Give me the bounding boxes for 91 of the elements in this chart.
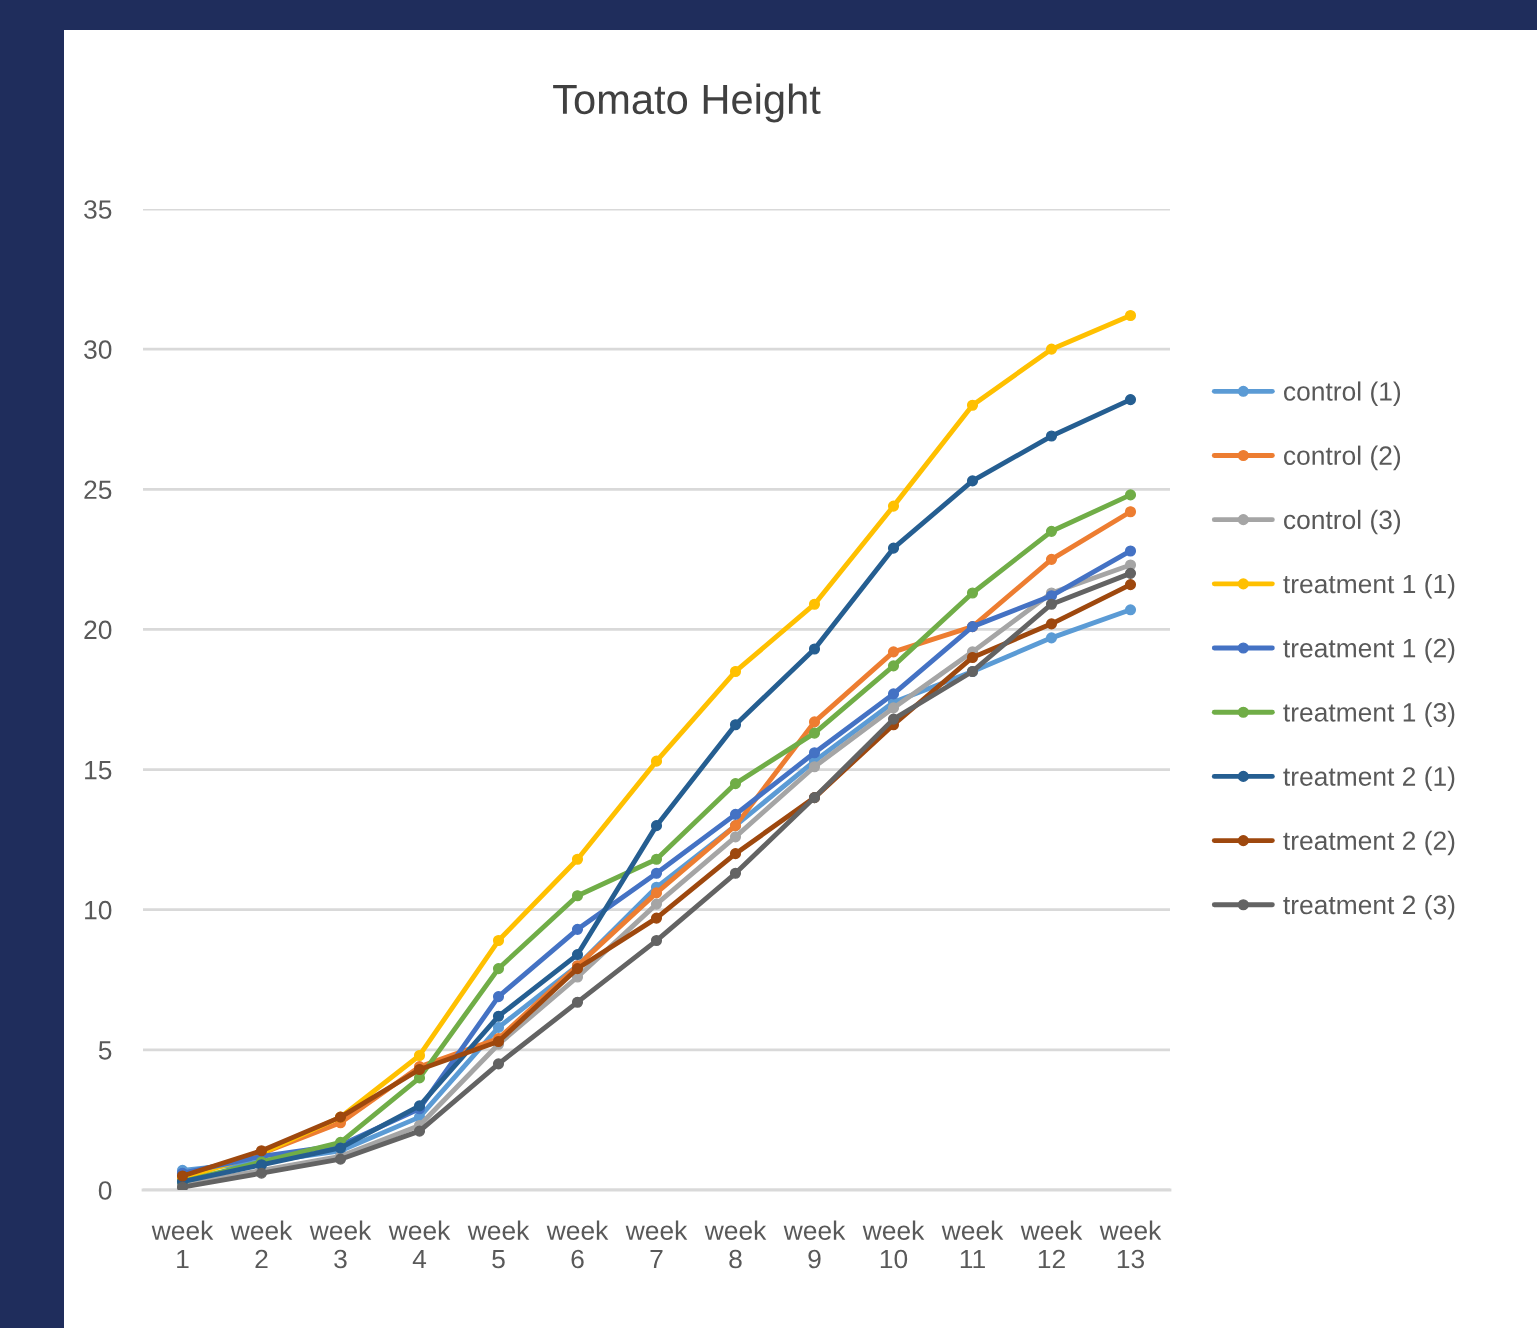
point <box>571 853 584 865</box>
point <box>1045 553 1058 565</box>
point <box>887 646 900 658</box>
x-tick-label: week 3 <box>309 1220 372 1269</box>
point <box>492 991 505 1003</box>
x-tick-label: week 1 <box>151 1220 214 1269</box>
point <box>808 727 821 739</box>
point <box>571 890 584 902</box>
point <box>729 719 742 731</box>
y-tick-label: 30 <box>84 340 112 359</box>
point <box>729 665 742 678</box>
point <box>808 761 821 773</box>
x-tick-label: week 10 <box>862 1220 925 1269</box>
point <box>650 887 663 899</box>
point <box>808 747 821 759</box>
legend-label: control (2) <box>1284 445 1401 471</box>
y-tick-label: 5 <box>98 1041 112 1060</box>
point <box>887 542 900 554</box>
point <box>966 651 979 664</box>
point <box>966 587 979 599</box>
point <box>492 963 505 975</box>
x-tick-label: week 6 <box>546 1220 609 1269</box>
point <box>1124 309 1137 322</box>
point <box>1124 567 1137 579</box>
point <box>729 778 742 790</box>
chart-title: Tomato Height <box>553 83 821 123</box>
point <box>1045 525 1058 537</box>
point <box>1124 604 1137 616</box>
y-tick-label: 35 <box>84 200 112 219</box>
x-tick-label: week 8 <box>704 1220 767 1269</box>
point <box>413 1125 426 1137</box>
point <box>729 848 742 860</box>
x-tick-label: week 11 <box>941 1220 1004 1269</box>
x-tick-label: week 4 <box>388 1220 451 1269</box>
x-tick-label: week 12 <box>1020 1220 1083 1269</box>
point <box>492 1010 505 1022</box>
legend-label: treatment 2 (1) <box>1283 766 1455 792</box>
x-tick-label: week 2 <box>230 1220 293 1269</box>
point <box>729 808 742 820</box>
point <box>413 1049 426 1062</box>
point <box>808 598 821 610</box>
legend-label: control (1) <box>1284 381 1401 407</box>
point <box>571 923 584 935</box>
y-tick-label: 15 <box>85 760 112 780</box>
point <box>1045 430 1058 442</box>
point <box>650 755 663 767</box>
point <box>887 702 900 714</box>
point <box>1124 506 1137 518</box>
point <box>887 500 900 512</box>
y-tick-label: 0 <box>98 1181 112 1200</box>
x-tick-label: week 9 <box>783 1220 846 1269</box>
point <box>650 934 663 947</box>
point <box>808 643 821 655</box>
point <box>966 399 979 411</box>
point <box>492 1021 505 1033</box>
point <box>650 867 663 879</box>
legend-label: treatment 1 (2) <box>1283 638 1455 663</box>
legend-label: treatment 2 (2) <box>1283 830 1455 856</box>
point <box>887 713 900 725</box>
point <box>1124 579 1137 591</box>
point <box>571 996 584 1008</box>
legend-label: treatment 2 (3) <box>1283 894 1455 920</box>
point <box>1045 618 1058 630</box>
point <box>729 867 742 879</box>
point <box>1124 394 1137 406</box>
point <box>887 688 900 700</box>
point <box>1045 632 1058 644</box>
legend-label: treatment 1 (1) <box>1283 573 1455 599</box>
legend-label: control (3) <box>1284 509 1401 535</box>
point <box>1045 598 1058 610</box>
point <box>492 934 505 947</box>
point <box>729 831 742 843</box>
y-tick-label: 20 <box>84 620 112 640</box>
point <box>650 898 663 910</box>
point <box>492 1058 505 1070</box>
point <box>1124 489 1137 501</box>
x-tick-label: week 13 <box>1099 1220 1162 1269</box>
point <box>887 660 900 672</box>
point <box>650 912 663 924</box>
point <box>1045 343 1058 355</box>
point <box>650 820 663 832</box>
x-tick-label: week 7 <box>625 1220 688 1269</box>
legend-label: treatment 1 (3) <box>1283 702 1455 727</box>
x-tick-label: week 5 <box>467 1220 530 1269</box>
point <box>650 853 663 865</box>
point <box>966 475 979 487</box>
point <box>808 716 821 728</box>
point <box>1124 545 1137 557</box>
point <box>571 949 584 961</box>
y-tick-label: 25 <box>84 480 112 500</box>
y-tick-label: 10 <box>85 900 112 920</box>
